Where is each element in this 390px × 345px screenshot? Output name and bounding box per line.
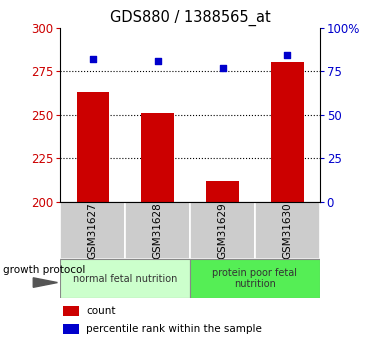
- Point: [284, 53, 291, 58]
- Text: count: count: [87, 306, 116, 316]
- Point: [220, 65, 226, 70]
- Point: [154, 58, 161, 63]
- Bar: [77, 92, 109, 202]
- Bar: [206, 181, 239, 202]
- Bar: [190, 259, 320, 298]
- Bar: [142, 113, 174, 202]
- Text: normal fetal nutrition: normal fetal nutrition: [73, 274, 177, 284]
- Bar: [125, 202, 190, 259]
- Bar: [271, 62, 303, 202]
- Text: GSM31629: GSM31629: [218, 202, 227, 259]
- Text: GSM31628: GSM31628: [153, 202, 163, 259]
- Bar: [60, 202, 125, 259]
- Text: GSM31630: GSM31630: [282, 202, 292, 259]
- Bar: [63, 306, 79, 316]
- Bar: [63, 324, 79, 334]
- Polygon shape: [33, 278, 57, 287]
- Text: percentile rank within the sample: percentile rank within the sample: [87, 324, 262, 334]
- Text: protein poor fetal
nutrition: protein poor fetal nutrition: [213, 268, 298, 289]
- Bar: [190, 202, 255, 259]
- Text: GSM31627: GSM31627: [88, 202, 98, 259]
- Bar: [60, 259, 190, 298]
- Bar: [255, 202, 320, 259]
- Text: growth protocol: growth protocol: [3, 265, 85, 275]
- Title: GDS880 / 1388565_at: GDS880 / 1388565_at: [110, 10, 271, 26]
- Point: [90, 56, 96, 62]
